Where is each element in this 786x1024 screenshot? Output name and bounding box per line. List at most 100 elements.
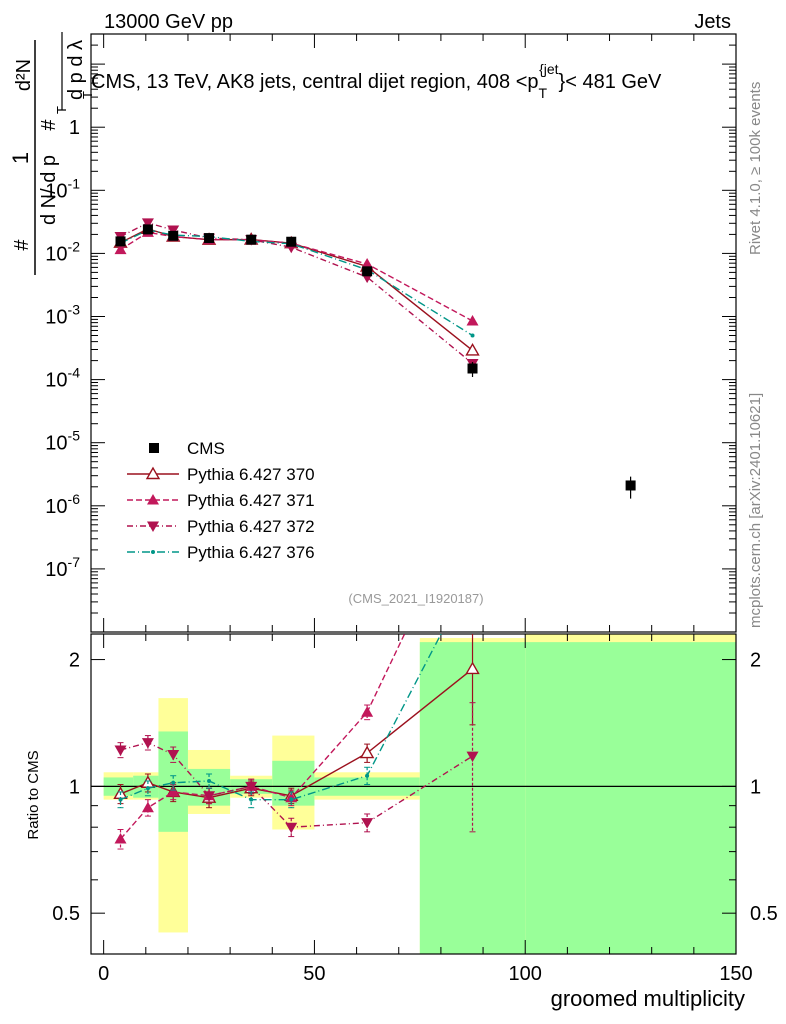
ratio-y-tick-label-left: 0.5 [52, 903, 80, 925]
legend: CMS Pythia 6.427 370 Pythia 6.427 371 Pythi… [127, 439, 315, 562]
cms-data-point [142, 224, 153, 235]
y-label-d2n: d²N [13, 59, 35, 91]
x-tick-label: 100 [509, 963, 542, 985]
cms-data-point [168, 230, 179, 241]
main-y-axis: 10-7 10-6 10-5 10-4 10-3 10-2 10-1 1 [45, 33, 736, 633]
ratio-series-point [141, 738, 154, 749]
x-tick-label: 150 [719, 963, 752, 985]
legend-marker [147, 521, 159, 532]
ratio-series-point [118, 797, 123, 802]
main-series-point [141, 218, 154, 229]
cms-data-layer [115, 224, 636, 499]
ratio-series-line [120, 634, 442, 801]
ratio-uncertainty-bands [91, 634, 736, 954]
y-label-sub-t2: T [80, 91, 95, 99]
ratio-series-point [361, 706, 374, 717]
mcplots-label: mcplots.cern.ch [arXiv:2401.10621] [747, 393, 764, 628]
ratio-y-tick-label-left: 1 [69, 776, 80, 798]
cms-data-point [115, 236, 126, 247]
ratio-series-point [245, 781, 258, 793]
rivet-version-label: Rivet 4.1.0, ≥ 100k events [747, 82, 764, 255]
cms-data-point [362, 266, 373, 277]
ratio-series-line [120, 741, 473, 828]
main-series-point [470, 333, 475, 338]
y-label-dndpt: d N/ d p [38, 155, 60, 225]
ratio-series-point [285, 791, 298, 803]
main-y-tick-label: 10-4 [45, 365, 80, 392]
cms-data-point [625, 480, 636, 491]
cms-data-point [204, 233, 215, 244]
ratio-series-point [465, 661, 480, 675]
ratio-series-point [467, 486, 479, 497]
ratio-series-point [471, 572, 475, 576]
header-right: Jets [694, 11, 731, 33]
ratio-series-point [171, 780, 176, 785]
main-y-tick-label: 10-6 [45, 491, 80, 518]
legend-label: Pythia 6.427 372 [187, 517, 315, 536]
legend-label: Pythia 6.427 371 [187, 491, 315, 510]
legend-cms-marker [149, 443, 159, 453]
ratio-y-tick-label-right: 2 [750, 650, 761, 672]
legend-marker [147, 494, 159, 505]
x-tick-label: 50 [303, 963, 325, 985]
ratio-series-point [207, 778, 212, 783]
legend-label: Pythia 6.427 370 [187, 465, 315, 484]
main-y-tick-label: 10-1 [45, 175, 80, 202]
ratio-series-point [203, 791, 216, 802]
plot-title: CMS, 13 TeV, AK8 jets, central dijet reg… [91, 61, 662, 101]
cms-data-point [467, 363, 478, 374]
x-axis-label: groomed multiplicity [551, 986, 745, 1011]
legend-cms-label: CMS [187, 439, 225, 458]
main-y-tick-label: 10-3 [45, 302, 80, 329]
main-y-tick-label: 10-5 [45, 428, 80, 455]
ratio-series-point [167, 750, 180, 761]
y-label-dpt-dl: d p d λ [65, 40, 87, 100]
y-label-hash2: # [38, 119, 60, 131]
main-y-tick-label: 10-7 [45, 554, 80, 581]
cms-data-point [246, 234, 257, 245]
ratio-series-point [285, 822, 298, 834]
ratio-stat-band [525, 642, 736, 954]
main-y-tick-label: 1 [69, 117, 80, 139]
main-series-point [114, 243, 127, 255]
ratio-series-point [114, 745, 127, 756]
main-series-point [466, 314, 479, 326]
ratio-series-point [249, 797, 254, 802]
ratio-y-axis: 0.5 0.5 1 1 2 2 [52, 650, 778, 926]
ratio-series-point [289, 797, 294, 802]
legend-marker [145, 466, 161, 480]
legend-marker [151, 550, 155, 554]
ratio-series-point [365, 773, 370, 778]
ratio-series-point [114, 833, 127, 844]
ratio-y-tick-label-left: 2 [69, 650, 80, 672]
main-y-tick-label: 10-2 [45, 238, 80, 265]
ratio-y-axis-label: Ratio to CMS [25, 750, 42, 839]
ratio-series-point [359, 745, 375, 759]
ratio-y-tick-label-right: 0.5 [750, 903, 778, 925]
main-series-point [361, 257, 374, 269]
main-plot-frame [90, 33, 737, 633]
ratio-y-tick-label-right: 1 [750, 776, 761, 798]
x-tick-label: 0 [98, 963, 109, 985]
ratio-series-point [361, 818, 374, 829]
ratio-series-point [145, 786, 150, 791]
x-axis: 0 50 100 150 [98, 34, 753, 985]
cms-data-point [286, 236, 297, 247]
ratio-series-point [141, 801, 154, 813]
main-series-layer [113, 218, 480, 370]
ratio-series-point [466, 751, 479, 763]
main-series-point [465, 343, 480, 356]
legend-label: Pythia 6.427 376 [187, 543, 315, 562]
ratio-series-layer [113, 486, 480, 850]
main-series-point [167, 225, 180, 236]
header-left: 13000 GeV pp [104, 11, 233, 33]
ratio-series-point [167, 785, 180, 797]
y-label-hash: # [11, 239, 33, 251]
main-series-line [120, 222, 473, 365]
y-label-fraction-one: 1 [8, 152, 33, 164]
analysis-id-label: (CMS_2021_I1920187) [348, 591, 483, 606]
ratio-plot-frame [90, 633, 737, 955]
